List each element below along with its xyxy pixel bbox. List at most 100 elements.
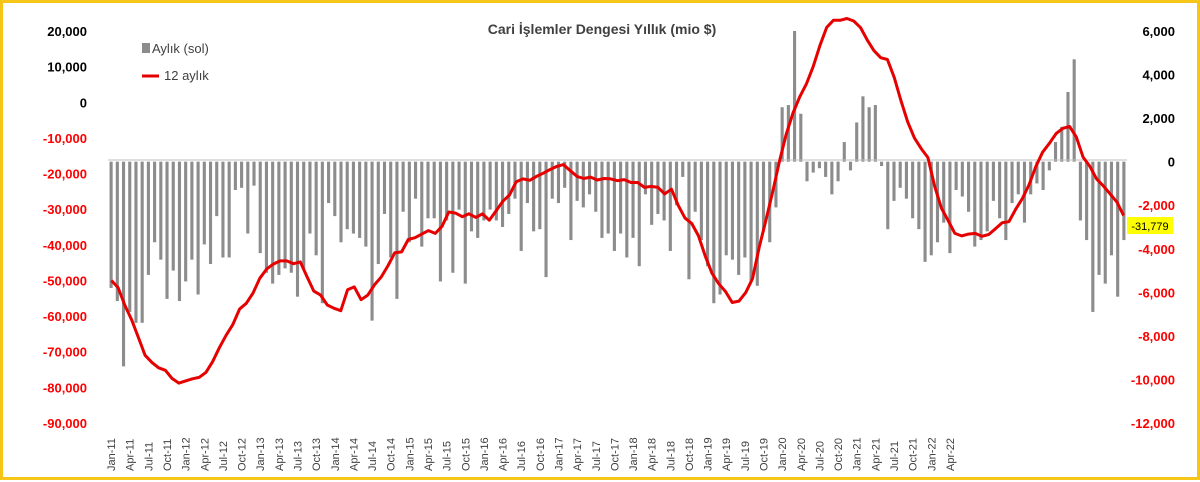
monthly-bar xyxy=(420,161,424,247)
right-tick-label: 4,000 xyxy=(1142,68,1175,83)
monthly-bar xyxy=(991,161,995,201)
monthly-bar xyxy=(1035,161,1039,184)
left-tick-label: -40,000 xyxy=(43,238,87,253)
monthly-bar xyxy=(320,161,324,304)
left-tick-label: -20,000 xyxy=(43,167,87,182)
monthly-bar xyxy=(1097,161,1101,275)
monthly-bar xyxy=(1091,161,1095,312)
monthly-bar xyxy=(724,161,728,256)
monthly-bar xyxy=(929,161,933,256)
monthly-bar xyxy=(1016,161,1020,195)
monthly-bar xyxy=(184,161,188,282)
monthly-bar xyxy=(302,161,306,269)
monthly-bar xyxy=(146,161,150,275)
monthly-bar xyxy=(650,161,654,225)
monthly-bar xyxy=(805,161,809,182)
left-tick-label: -50,000 xyxy=(43,273,87,288)
left-tick-label: -30,000 xyxy=(43,202,87,217)
left-tick-label: 0 xyxy=(80,95,87,110)
x-tick-label: Apr-17 xyxy=(572,438,584,471)
twelve-month-line xyxy=(110,17,1125,385)
monthly-bar xyxy=(153,161,157,243)
monthly-bar xyxy=(842,142,846,162)
monthly-bar xyxy=(948,161,952,254)
monthly-bar xyxy=(339,161,343,243)
monthly-bar xyxy=(681,161,685,177)
monthly-bar xyxy=(892,161,896,201)
x-tick-label: Jul-17 xyxy=(591,441,603,471)
x-tick-label: Jan-14 xyxy=(330,437,342,471)
monthly-bar xyxy=(351,161,355,234)
x-tick-label: Oct-13 xyxy=(311,438,323,471)
x-tick-label: Jan-17 xyxy=(554,437,566,471)
monthly-bar xyxy=(190,161,194,260)
x-tick-label: Apr-22 xyxy=(945,438,957,471)
monthly-bar xyxy=(401,161,405,212)
monthly-bar xyxy=(1053,142,1058,162)
monthly-bar xyxy=(706,161,710,267)
x-tick-label: Oct-19 xyxy=(759,438,771,471)
monthly-bar xyxy=(177,161,182,302)
monthly-bar xyxy=(1047,161,1051,171)
x-axis: Jan-11 Apr-11 Jul-11 Oct-11 Jan-12 Apr-12 Jul-… xyxy=(106,437,957,471)
legend-bar-marker xyxy=(142,43,150,53)
monthly-bar xyxy=(911,161,915,219)
monthly-bar xyxy=(594,161,598,212)
monthly-bar xyxy=(258,161,262,254)
x-tick-label: Jan-18 xyxy=(628,437,640,471)
monthly-bar xyxy=(817,161,821,169)
left-tick-label: -80,000 xyxy=(43,380,87,395)
monthly-bar xyxy=(612,161,616,251)
monthly-bar xyxy=(569,161,573,241)
monthly-bar xyxy=(333,161,337,217)
monthly-bar xyxy=(271,161,275,284)
monthly-bar xyxy=(407,161,411,243)
monthly-bar xyxy=(519,161,523,251)
monthly-bar xyxy=(382,161,387,214)
x-tick-label: Oct-16 xyxy=(535,438,547,471)
legend: Aylık (sol) 12 aylık xyxy=(142,41,209,83)
monthly-bar xyxy=(730,161,735,260)
x-tick-label: Jul-16 xyxy=(516,441,528,471)
left-tick-label: 10,000 xyxy=(47,60,87,75)
monthly-bar xyxy=(848,161,853,171)
x-tick-label: Jan-21 xyxy=(852,437,864,471)
monthly-bar xyxy=(556,161,561,204)
monthly-bar xyxy=(414,161,418,199)
monthly-bar xyxy=(600,161,604,238)
monthly-bar xyxy=(923,161,927,262)
left-tick-label: -60,000 xyxy=(43,309,87,324)
left-tick-label: -70,000 xyxy=(43,345,87,360)
chart-title: Cari İşlemler Dengesi Yıllık (mio $) xyxy=(488,21,717,37)
x-tick-label: Jul-18 xyxy=(665,441,677,471)
monthly-bar xyxy=(289,161,293,273)
monthly-bar xyxy=(637,161,641,267)
monthly-bar xyxy=(1109,161,1114,256)
monthly-bar xyxy=(277,161,281,275)
x-tick-label: Jan-12 xyxy=(181,437,193,471)
monthly-bar xyxy=(140,161,144,323)
x-tick-label: Jul-20 xyxy=(814,441,826,471)
left-tick-label: -10,000 xyxy=(43,131,87,146)
x-tick-label: Jan-16 xyxy=(479,437,491,471)
x-tick-label: Apr-18 xyxy=(647,438,659,471)
monthly-bar xyxy=(246,161,250,234)
left-tick-label: -90,000 xyxy=(43,416,87,431)
x-tick-label: Jul-12 xyxy=(218,441,230,471)
x-tick-label: Jul-19 xyxy=(740,441,752,471)
x-tick-label: Apr-11 xyxy=(125,439,137,471)
x-tick-label: Oct-12 xyxy=(237,438,249,471)
monthly-bar xyxy=(793,31,797,162)
monthly-bar xyxy=(799,113,803,162)
monthly-bar xyxy=(1004,161,1008,241)
monthly-bar xyxy=(202,161,206,245)
x-tick-label: Jul-21 xyxy=(889,441,901,471)
monthly-bar xyxy=(979,161,983,241)
line-series xyxy=(110,17,1125,385)
monthly-bar xyxy=(712,161,716,304)
monthly-bar xyxy=(370,161,374,321)
monthly-bar xyxy=(1041,161,1045,190)
x-tick-label: Oct-14 xyxy=(386,438,398,471)
monthly-bar xyxy=(196,161,200,295)
last-value-label: -31,779 xyxy=(1131,221,1168,233)
